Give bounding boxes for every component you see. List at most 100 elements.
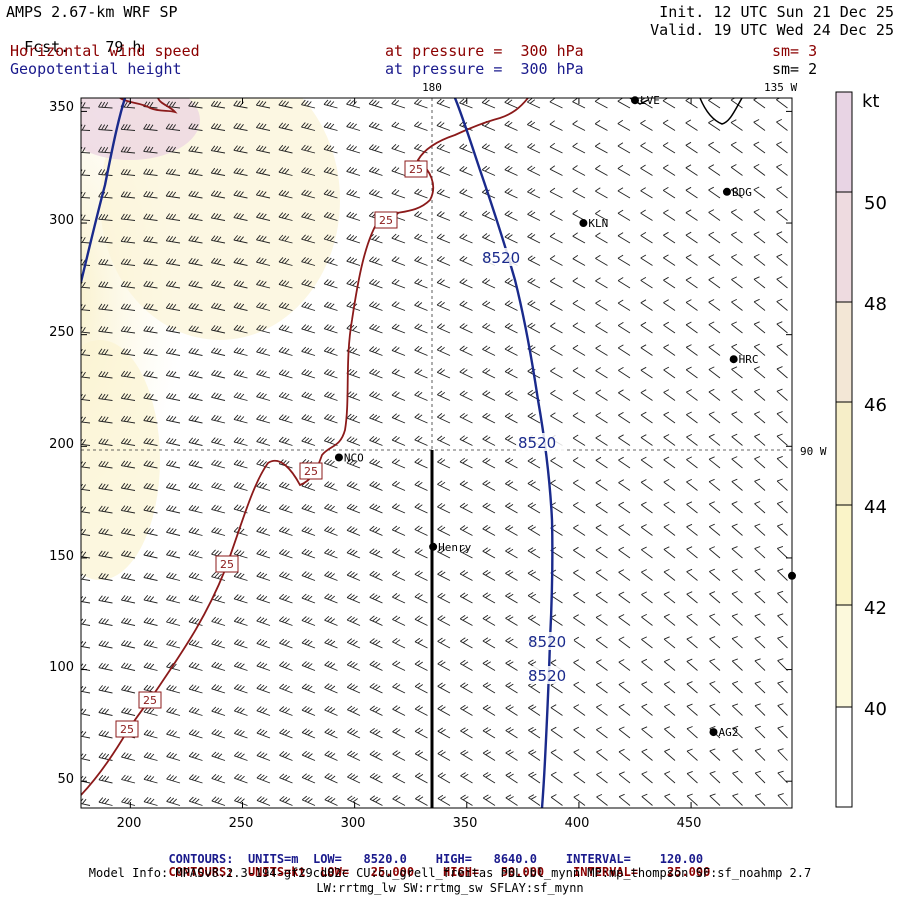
wind-barb [234, 796, 248, 806]
wind-barb [210, 280, 226, 289]
wind-barb [279, 638, 293, 649]
wind-barb [754, 703, 766, 716]
wind-barb [505, 637, 518, 649]
wind-barb [595, 569, 608, 581]
wind-barb [730, 209, 743, 221]
y-tick-label: 150 [49, 549, 74, 564]
wind-barb [368, 166, 383, 176]
wind-barb [255, 167, 271, 176]
wind-barb [324, 683, 338, 694]
wind-barb [528, 749, 541, 761]
wind-barb [278, 504, 293, 514]
wind-barb [505, 682, 518, 694]
wind-barb [776, 276, 788, 289]
wind-barb [595, 591, 608, 604]
wind-barb [324, 571, 338, 581]
wind-barb [346, 413, 361, 424]
wind-barb [391, 121, 406, 131]
wind-barb [753, 119, 766, 131]
wind-barb [663, 681, 676, 694]
wind-barb [414, 570, 428, 581]
wind-barb [211, 392, 226, 401]
x-tick-label: 300 [341, 816, 366, 831]
wind-barb [686, 389, 698, 401]
wind-barb [618, 681, 631, 694]
wind-barb [278, 324, 293, 334]
wind-barb [256, 751, 271, 761]
wind-barb [278, 391, 293, 401]
wind-barb [369, 368, 383, 379]
wind-barb [188, 459, 203, 469]
wind-barb [730, 141, 743, 154]
contours-interval: INTERVAL= 25.000 [573, 865, 711, 879]
wind-barb [686, 636, 698, 649]
contours-label: CONTOURS: [168, 865, 234, 879]
wind-barb [572, 434, 586, 446]
wind-barb [81, 236, 91, 244]
wind-barb [549, 277, 563, 289]
wind-barb [233, 571, 248, 581]
wind-barb [527, 614, 541, 626]
wind-barb [459, 233, 473, 244]
wind-barb [414, 188, 428, 199]
wind-barb [776, 321, 788, 334]
wind-barb [618, 412, 631, 424]
wind-barb [528, 704, 541, 716]
wind-barb [278, 616, 293, 626]
wind-barb [572, 187, 586, 199]
wind-barb [233, 167, 248, 176]
wind-barb [392, 548, 406, 559]
wind-barb [482, 322, 496, 334]
wind-barb [437, 480, 451, 491]
wind-barb [572, 322, 586, 334]
wind-barb [324, 728, 338, 739]
wind-barb [233, 235, 248, 244]
wind-barb [640, 501, 653, 514]
wind-barb [233, 257, 248, 266]
wind-barb [278, 436, 293, 446]
wind-barb [81, 461, 91, 469]
wind-barb [505, 479, 518, 491]
contours-units: UNITS=kt [247, 865, 306, 879]
wind-barb [436, 255, 451, 266]
wind-barb [550, 794, 563, 806]
model-title: AMPS 2.67-km WRF SP [6, 3, 178, 21]
wind-barb [686, 568, 698, 581]
wind-barb [392, 772, 406, 784]
wind-barb [776, 545, 788, 559]
station-label: KLN [588, 217, 608, 230]
wind-barb [482, 502, 496, 514]
wind-barb [686, 501, 698, 514]
wind-barb [414, 413, 428, 424]
wind-barb [754, 748, 766, 761]
wind-barb [708, 433, 721, 446]
wind-barb [210, 235, 226, 244]
wind-barb [505, 592, 518, 604]
wind-barb [81, 102, 91, 109]
wind-barb [120, 527, 136, 536]
wind-barb [731, 546, 743, 559]
wind-barb [708, 523, 721, 536]
wind-barb [369, 503, 383, 514]
wind-barb [301, 144, 316, 154]
y-tick-label: 300 [49, 213, 74, 228]
wind-barb [572, 412, 586, 424]
wind-barb [504, 277, 518, 289]
wind-barb [708, 164, 721, 176]
wind-barb [686, 793, 698, 806]
wind-barb [346, 211, 361, 221]
wind-barb [617, 322, 631, 334]
wind-barb [573, 659, 586, 671]
wind-barb [414, 772, 428, 784]
wind-barb [640, 456, 653, 469]
wind-barb [323, 99, 338, 109]
colorbar-label: 48 [864, 294, 887, 315]
wind-barb [166, 662, 181, 671]
wind-barb [664, 726, 676, 739]
wind-barb [98, 774, 113, 784]
wind-barb [685, 164, 698, 176]
wind-barb [618, 636, 631, 649]
wind-barb [391, 525, 406, 536]
wind-barb [414, 682, 428, 694]
wind-barb [369, 525, 383, 536]
